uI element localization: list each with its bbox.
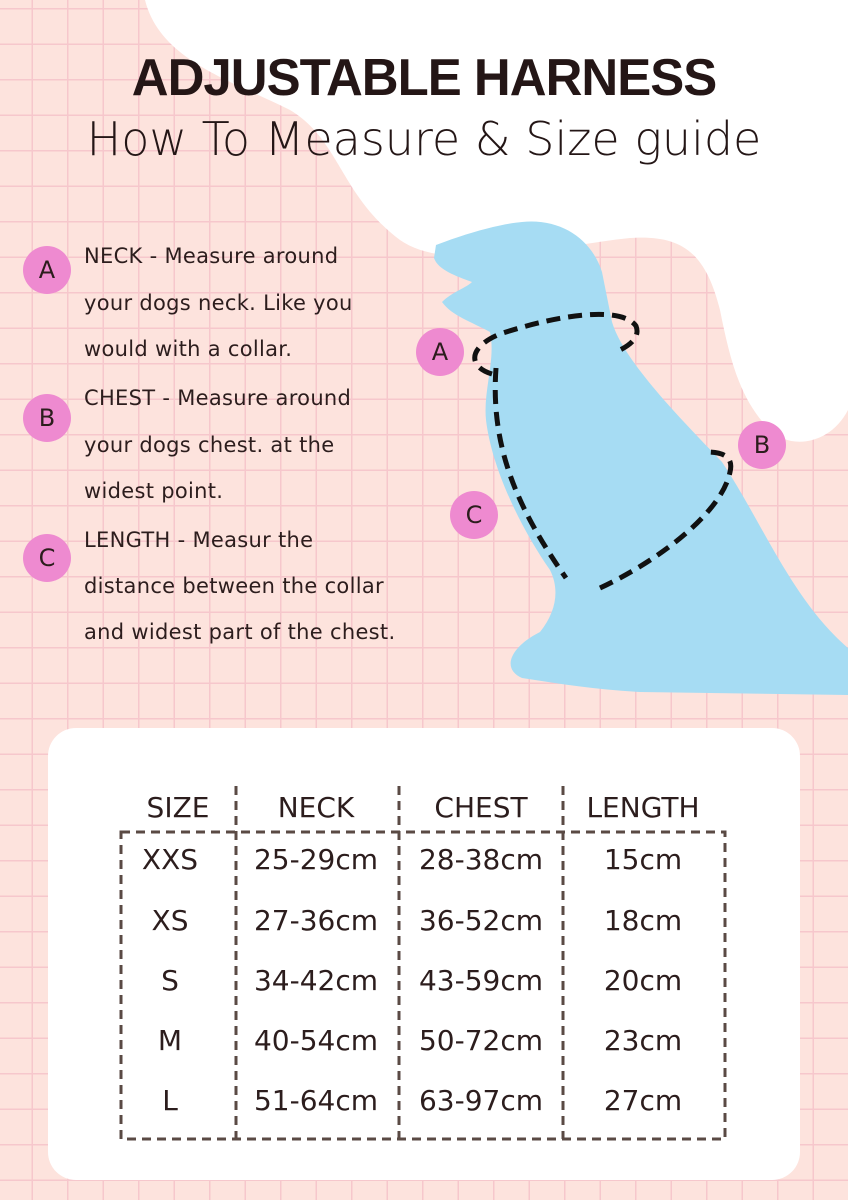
- table-cell: 25-29cm: [253, 843, 379, 876]
- harness-measure-lines: [472, 311, 734, 591]
- neck-instruction: NECK - Measure around: [84, 244, 339, 268]
- column-header: LENGTH: [586, 791, 700, 824]
- neck-instruction: your dogs neck. Like you: [84, 291, 353, 315]
- column-header: CHEST: [434, 791, 528, 824]
- table-cell: 63-97cm: [418, 1084, 544, 1117]
- diagram-label-a: A: [416, 328, 464, 376]
- table-cell: XXS: [141, 843, 199, 876]
- size-table-card: [48, 728, 800, 1180]
- length-instruction: and widest part of the chest.: [84, 620, 396, 644]
- table-cell: 27cm: [603, 1084, 683, 1117]
- page-subtitle: How To Measure & Size guide: [86, 112, 762, 166]
- table-cell: 34-42cm: [253, 964, 379, 997]
- chest-instruction: widest point.: [84, 479, 224, 503]
- marker-b: B: [23, 394, 71, 442]
- table-cell: 18cm: [603, 904, 683, 937]
- white-blob: [145, 0, 848, 442]
- dog-silhouette-icon: [434, 221, 848, 695]
- column-header: SIZE: [146, 791, 210, 824]
- table-cell: XS: [151, 904, 189, 937]
- table-cell: 50-72cm: [418, 1024, 544, 1057]
- length-instruction: distance between the collar: [84, 574, 384, 598]
- table-cell: 36-52cm: [418, 904, 544, 937]
- chest-instruction: CHEST - Measure around: [84, 386, 352, 410]
- table-cell: 28-38cm: [418, 843, 544, 876]
- chest-instruction: your dogs chest. at the: [84, 433, 335, 457]
- page-title: ADJUSTABLE HARNESS: [131, 49, 717, 107]
- diagram-label-c: C: [450, 491, 498, 539]
- column-header: NECK: [277, 791, 355, 824]
- table-cell: 23cm: [603, 1024, 683, 1057]
- length-instruction: LENGTH - Measur the: [84, 528, 314, 552]
- neck-instruction: would with a collar.: [84, 337, 293, 361]
- marker-c: C: [23, 534, 71, 582]
- table-cell: 27-36cm: [253, 904, 379, 937]
- table-cell: M: [157, 1024, 183, 1057]
- table-cell: 40-54cm: [253, 1024, 379, 1057]
- table-cell: 51-64cm: [253, 1084, 379, 1117]
- marker-a: A: [23, 246, 71, 294]
- table-cell: S: [161, 964, 179, 997]
- table-cell: 43-59cm: [418, 964, 544, 997]
- table-cell: 20cm: [603, 964, 683, 997]
- diagram-label-b: B: [738, 421, 786, 469]
- table-cell: 15cm: [603, 843, 683, 876]
- table-cell: L: [162, 1084, 178, 1117]
